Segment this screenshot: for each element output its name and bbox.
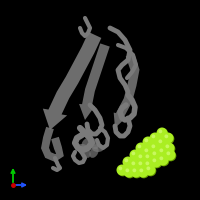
Circle shape bbox=[164, 142, 174, 154]
Circle shape bbox=[131, 151, 135, 155]
Circle shape bbox=[136, 142, 146, 154]
Circle shape bbox=[156, 138, 168, 148]
Circle shape bbox=[150, 143, 161, 154]
Circle shape bbox=[151, 144, 155, 148]
Circle shape bbox=[165, 150, 176, 161]
Circle shape bbox=[158, 147, 169, 158]
Circle shape bbox=[130, 160, 140, 170]
Circle shape bbox=[124, 166, 134, 178]
Polygon shape bbox=[79, 43, 110, 120]
Circle shape bbox=[158, 155, 169, 166]
Circle shape bbox=[136, 160, 148, 170]
Circle shape bbox=[139, 168, 143, 172]
Circle shape bbox=[131, 167, 142, 178]
Circle shape bbox=[165, 144, 169, 148]
Circle shape bbox=[117, 165, 128, 176]
Circle shape bbox=[125, 168, 129, 172]
Circle shape bbox=[130, 160, 141, 171]
Circle shape bbox=[152, 158, 156, 162]
Circle shape bbox=[138, 154, 142, 158]
Circle shape bbox=[145, 165, 156, 176]
Circle shape bbox=[151, 156, 162, 168]
Circle shape bbox=[116, 164, 128, 176]
Ellipse shape bbox=[81, 138, 91, 149]
Circle shape bbox=[143, 147, 154, 158]
Circle shape bbox=[145, 154, 149, 158]
Circle shape bbox=[136, 152, 148, 164]
Circle shape bbox=[158, 139, 162, 143]
Circle shape bbox=[142, 146, 154, 158]
Ellipse shape bbox=[89, 147, 99, 158]
Ellipse shape bbox=[92, 144, 104, 152]
Circle shape bbox=[143, 137, 154, 148]
Circle shape bbox=[124, 158, 128, 162]
Circle shape bbox=[138, 167, 149, 178]
Circle shape bbox=[159, 148, 163, 152]
Circle shape bbox=[164, 150, 176, 160]
Circle shape bbox=[163, 133, 174, 144]
Circle shape bbox=[144, 153, 155, 164]
Circle shape bbox=[144, 148, 148, 152]
Circle shape bbox=[130, 150, 141, 161]
Circle shape bbox=[130, 166, 142, 178]
Circle shape bbox=[146, 166, 150, 170]
Circle shape bbox=[151, 157, 162, 168]
Circle shape bbox=[164, 143, 175, 154]
Circle shape bbox=[142, 136, 154, 148]
Circle shape bbox=[137, 144, 141, 148]
Circle shape bbox=[131, 161, 135, 165]
Ellipse shape bbox=[81, 147, 91, 158]
Circle shape bbox=[152, 151, 156, 155]
Circle shape bbox=[136, 143, 147, 154]
Circle shape bbox=[138, 161, 142, 165]
Circle shape bbox=[145, 161, 149, 165]
Circle shape bbox=[144, 138, 148, 142]
Circle shape bbox=[157, 138, 168, 149]
Circle shape bbox=[122, 156, 134, 168]
Circle shape bbox=[132, 168, 136, 172]
Circle shape bbox=[156, 128, 168, 138]
Circle shape bbox=[144, 152, 154, 164]
Circle shape bbox=[150, 133, 161, 144]
Circle shape bbox=[150, 142, 160, 154]
Polygon shape bbox=[43, 32, 101, 130]
Polygon shape bbox=[41, 127, 64, 162]
Circle shape bbox=[151, 150, 162, 160]
Circle shape bbox=[118, 166, 122, 170]
Circle shape bbox=[150, 132, 160, 144]
Circle shape bbox=[162, 132, 174, 144]
Circle shape bbox=[144, 164, 156, 176]
Circle shape bbox=[124, 167, 135, 178]
Circle shape bbox=[157, 128, 168, 139]
Circle shape bbox=[151, 134, 155, 138]
Circle shape bbox=[166, 151, 170, 155]
Circle shape bbox=[151, 150, 162, 161]
Circle shape bbox=[158, 146, 168, 158]
Circle shape bbox=[138, 166, 148, 178]
Ellipse shape bbox=[89, 138, 99, 149]
Circle shape bbox=[158, 154, 168, 166]
Circle shape bbox=[137, 153, 148, 164]
Circle shape bbox=[159, 156, 163, 160]
Circle shape bbox=[158, 129, 162, 133]
Circle shape bbox=[164, 134, 168, 138]
Circle shape bbox=[130, 150, 140, 160]
Circle shape bbox=[123, 157, 134, 168]
Circle shape bbox=[137, 160, 148, 171]
Circle shape bbox=[144, 160, 155, 171]
Circle shape bbox=[144, 160, 154, 170]
Polygon shape bbox=[114, 54, 139, 128]
Ellipse shape bbox=[76, 144, 88, 152]
